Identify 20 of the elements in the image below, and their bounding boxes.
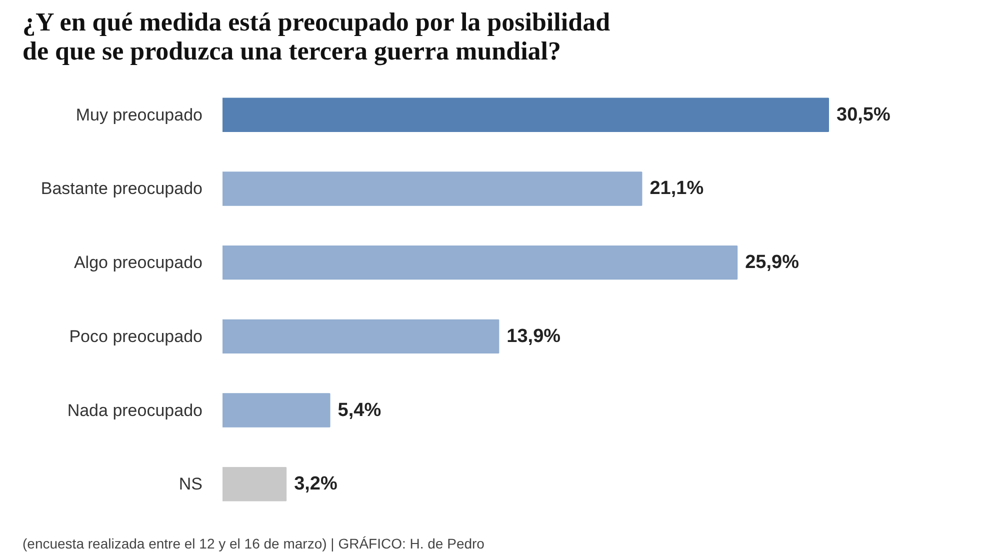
y-tick-label: Poco preocupado <box>69 326 203 346</box>
bar <box>222 393 330 428</box>
y-tick-label: Muy preocupado <box>76 105 203 124</box>
y-tick-label: NS <box>178 474 203 494</box>
bar <box>222 319 500 354</box>
bar <box>222 245 738 280</box>
chart-title: ¿Y en qué medida está preocupado por la posibilidad de que se produzca una tercera guerra mundial? <box>22 8 611 66</box>
y-tick-label: Algo preocupado <box>74 253 202 272</box>
data-label: 25,9% <box>745 252 800 274</box>
data-label: 30,5% <box>836 104 890 126</box>
text: (encuesta realizada entre el 12 y el 16 de marzo) | GRÁFICO: H. de Pedro <box>22 536 485 552</box>
bar <box>222 467 287 502</box>
y-tick-label: Bastante preocupado <box>40 179 202 198</box>
data-label: 13,9% <box>506 326 561 347</box>
bar <box>222 172 642 206</box>
y-tick-label: Nada preocupado <box>67 400 203 420</box>
bar <box>222 98 829 132</box>
data-label: 5,4% <box>338 400 382 421</box>
data-label: 21,1% <box>650 178 704 200</box>
data-label: 3,2% <box>294 474 338 495</box>
